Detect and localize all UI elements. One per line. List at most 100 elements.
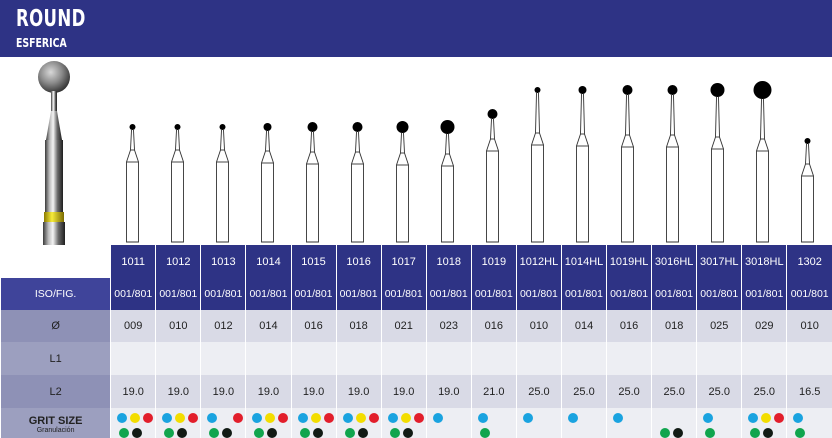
grit-cell [786, 408, 832, 438]
l2-value: 19.0 [290, 375, 337, 408]
grit-cell [651, 408, 697, 438]
grit-dot-yellow [175, 413, 186, 423]
page-subtitle: ESFERICA [16, 36, 67, 50]
l1-value [606, 342, 652, 375]
grit-dot-blue [297, 413, 308, 423]
iso-value: 001/801 [380, 278, 427, 310]
grit-size-label: GRIT SIZE [28, 415, 83, 427]
grit-cell [741, 408, 787, 438]
iso-value: 001/801 [335, 278, 382, 310]
label-iso: ISO/FIG. [0, 278, 111, 310]
l1-value [110, 342, 156, 375]
diameter-value: 025 [696, 310, 742, 342]
page-title: ROUND [16, 6, 86, 32]
product-code: 1017 [380, 245, 427, 278]
l2-value: 25.0 [741, 375, 787, 408]
label-l1: L1 [0, 342, 111, 375]
grit-dot-green [299, 428, 310, 438]
bur-figure [576, 86, 589, 243]
grit-dot-blue [252, 413, 263, 423]
l1-value [560, 342, 607, 375]
grit-size-sublabel: Granulación [36, 427, 75, 434]
diameter-value: 021 [380, 310, 427, 342]
grit-dot-yellow [761, 413, 772, 423]
l1-value [425, 342, 472, 375]
grit-dot-blue [703, 413, 714, 423]
grit-dot-green [344, 428, 355, 438]
grit-dot-red [774, 413, 785, 423]
product-code: 1012HL [515, 245, 562, 278]
grit-cell [290, 408, 337, 438]
l2-value: 19.0 [380, 375, 427, 408]
l2-value: 25.0 [606, 375, 652, 408]
diameter-value: 016 [290, 310, 337, 342]
l1-value [786, 342, 832, 375]
bur-head [129, 124, 136, 130]
product-code: 1014 [245, 245, 291, 278]
grit-dot-black [312, 428, 323, 438]
product-code: 1019 [470, 245, 517, 278]
bur-figure [126, 124, 139, 243]
iso-value: 001/801 [786, 278, 832, 310]
diameter-value: 009 [110, 310, 156, 342]
l1-value [741, 342, 787, 375]
bur-head [219, 124, 226, 130]
grit-dot-blue [748, 413, 759, 423]
grit-dot-green [795, 428, 806, 438]
grit-dot-black [177, 428, 188, 438]
grit-dot-black [132, 428, 143, 438]
grit-cell [155, 408, 201, 438]
iso-value: 001/801 [606, 278, 652, 310]
diameter-value: 010 [786, 310, 832, 342]
grit-dot-yellow [400, 413, 411, 423]
l2-value: 25.0 [696, 375, 742, 408]
row-iso: ISO/FIG. 001/801 001/801 001/801 001/801 001… [0, 278, 832, 310]
grit-dot-blue [522, 413, 533, 423]
grit-dot-yellow [265, 413, 276, 423]
grit-dot-black [357, 428, 368, 438]
l2-value: 19.0 [245, 375, 291, 408]
grit-dot-red [323, 413, 334, 423]
iso-value: 001/801 [515, 278, 562, 310]
grit-dot-red [233, 413, 244, 423]
l1-value [651, 342, 697, 375]
l1-value [245, 342, 291, 375]
grit-cell [200, 408, 246, 438]
grit-cell [245, 408, 291, 438]
bur-figure [440, 120, 455, 243]
iso-value: 001/801 [560, 278, 607, 310]
l2-value: 19.0 [110, 375, 156, 408]
bur-figure [306, 122, 319, 243]
grit-dot-green [660, 428, 671, 438]
diameter-value: 018 [335, 310, 382, 342]
label-grit: GRIT SIZE Granulación [0, 408, 111, 438]
grit-cell [606, 408, 652, 438]
label-l2: L2 [0, 375, 111, 408]
product-code: 3018HL [741, 245, 787, 278]
diameter-value: 014 [560, 310, 607, 342]
bur-head [622, 85, 633, 95]
grit-dot-red [278, 413, 289, 423]
grit-cell [335, 408, 382, 438]
iso-value: 001/801 [651, 278, 697, 310]
iso-value: 001/801 [470, 278, 517, 310]
diameter-value: 010 [515, 310, 562, 342]
product-code: 1302 [786, 245, 832, 278]
bur-head [667, 85, 678, 95]
bur-figure [171, 124, 184, 243]
bur-figure [710, 83, 725, 243]
grit-dot-red [413, 413, 424, 423]
iso-value: 001/801 [290, 278, 337, 310]
spec-table: 1011 1012 1013 1014 1015 1016 1017 1018 1019 1012… [0, 245, 832, 438]
grit-dot-yellow [310, 413, 321, 423]
bur-figure [531, 87, 544, 243]
diameter-value: 029 [741, 310, 787, 342]
bur-head [487, 109, 498, 119]
grit-dot-blue [342, 413, 353, 423]
bur-head [710, 83, 725, 97]
grit-cell [110, 408, 156, 438]
grit-dot-blue [207, 413, 218, 423]
l2-value: 19.0 [335, 375, 382, 408]
header-bar: ROUND ESFERICA [0, 0, 832, 57]
bur-figure [351, 122, 364, 243]
